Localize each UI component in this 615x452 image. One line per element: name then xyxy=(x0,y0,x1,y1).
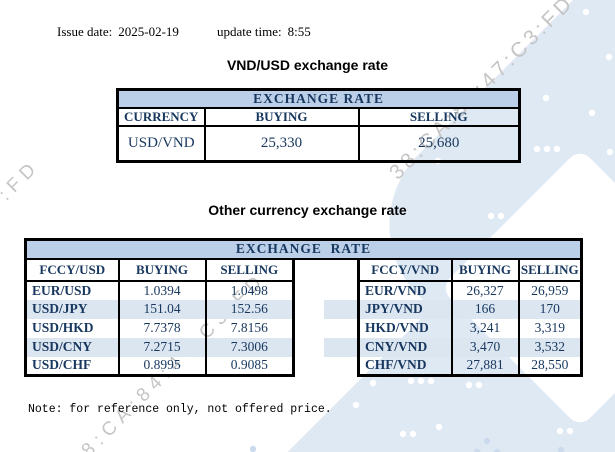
table-row: EUR/USD 1.0394 1.0498 EUR/VND 26,327 26,… xyxy=(24,280,584,300)
issue-date-label: Issue date: xyxy=(57,24,113,39)
table-row: USD/VND 25,330 25,680 xyxy=(116,126,522,163)
rate-cell: 152.56 xyxy=(204,299,295,319)
update-time-label: update time: xyxy=(217,24,282,39)
other-table-band: EXCHANGE RATE xyxy=(23,238,584,260)
usd-table-title: VND/USD exchange rate xyxy=(226,57,389,73)
rate-cell: 1.0394 xyxy=(117,280,207,300)
other-currency-rate-table: EXCHANGE RATE FCCY/USD BUYING SELLING FC… xyxy=(23,238,584,377)
rate-cell: 0.8995 xyxy=(117,356,207,377)
column-header-selling-left: SELLING xyxy=(204,257,295,282)
blue-dots xyxy=(249,437,565,452)
rate-cell: 0.9085 xyxy=(204,356,295,377)
table-row: USD/CNY 7.2715 7.3006 CNY/VND 3,470 3,53… xyxy=(24,337,584,357)
pair-cell: EUR/VND xyxy=(357,280,453,300)
column-header-buying-left: BUYING xyxy=(117,257,207,282)
rate-cell: 7.8156 xyxy=(204,318,295,338)
table-row: USD/JPY 151.04 152.56 JPY/VND 166 170 xyxy=(24,299,584,319)
pair-cell: USD/VND xyxy=(116,126,206,163)
column-header-selling-right: SELLING xyxy=(517,257,584,282)
rate-cell: 25,680 xyxy=(357,126,522,163)
column-header-currency: CURRENCY xyxy=(116,107,206,127)
pair-cell: JPY/VND xyxy=(357,299,453,319)
column-header-fccy-usd: FCCY/USD xyxy=(24,257,120,282)
update-time-value: 8:55 xyxy=(287,24,311,39)
rate-cell: 1.0498 xyxy=(204,280,295,300)
table-row: USD/HKD 7.7378 7.8156 HKD/VND 3,241 3,31… xyxy=(24,318,584,338)
rate-cell: 28,550 xyxy=(517,356,584,377)
pair-cell: USD/HKD xyxy=(24,318,120,338)
rate-cell: 7.3006 xyxy=(204,337,295,357)
rate-cell: 25,330 xyxy=(203,126,360,163)
rate-cell: 3,319 xyxy=(517,318,584,338)
usd-table-band: EXCHANGE RATE xyxy=(115,88,522,109)
rate-cell: 26,327 xyxy=(450,280,520,300)
rate-cell: 170 xyxy=(517,299,584,319)
rate-cell: 7.7378 xyxy=(117,318,207,338)
pair-cell: USD/CNY xyxy=(24,337,120,357)
pair-cell: HKD/VND xyxy=(357,318,453,338)
rate-cell: 7.2715 xyxy=(117,337,207,357)
rate-cell: 166 xyxy=(450,299,520,319)
gap-cell xyxy=(324,259,359,281)
column-header-fccy-vnd: FCCY/VND xyxy=(357,257,453,282)
column-header-buying-right: BUYING xyxy=(450,257,520,282)
column-header-buying: BUYING xyxy=(203,107,360,127)
issue-date: Issue date: 2025-02-19 xyxy=(57,24,179,40)
pair-cell: EUR/USD xyxy=(24,280,120,300)
pair-cell: USD/CHF xyxy=(24,356,120,377)
pair-cell: CNY/VND xyxy=(357,337,453,357)
note-text: Note: for reference only, not offered pr… xyxy=(28,403,332,416)
rate-cell: 3,532 xyxy=(517,337,584,357)
pair-cell: USD/JPY xyxy=(24,299,120,319)
usd-vnd-rate-table: EXCHANGE RATE CURRENCY BUYING SELLING US… xyxy=(115,88,522,163)
other-table-title: Other currency exchange rate xyxy=(208,202,407,218)
pair-cell: CHF/VND xyxy=(357,356,453,377)
gap-cell xyxy=(294,259,324,281)
issue-date-value: 2025-02-19 xyxy=(118,24,179,39)
column-header-selling: SELLING xyxy=(357,107,522,127)
rate-cell: 27,881 xyxy=(450,356,520,377)
rate-cell: 151.04 xyxy=(117,299,207,319)
table-row: USD/CHF 0.8995 0.9085 CHF/VND 27,881 28,… xyxy=(24,356,584,377)
rate-cell: 3,241 xyxy=(450,318,520,338)
update-time: update time: 8:55 xyxy=(217,24,311,40)
rate-cell: 26,959 xyxy=(517,280,584,300)
rate-cell: 3,470 xyxy=(450,337,520,357)
